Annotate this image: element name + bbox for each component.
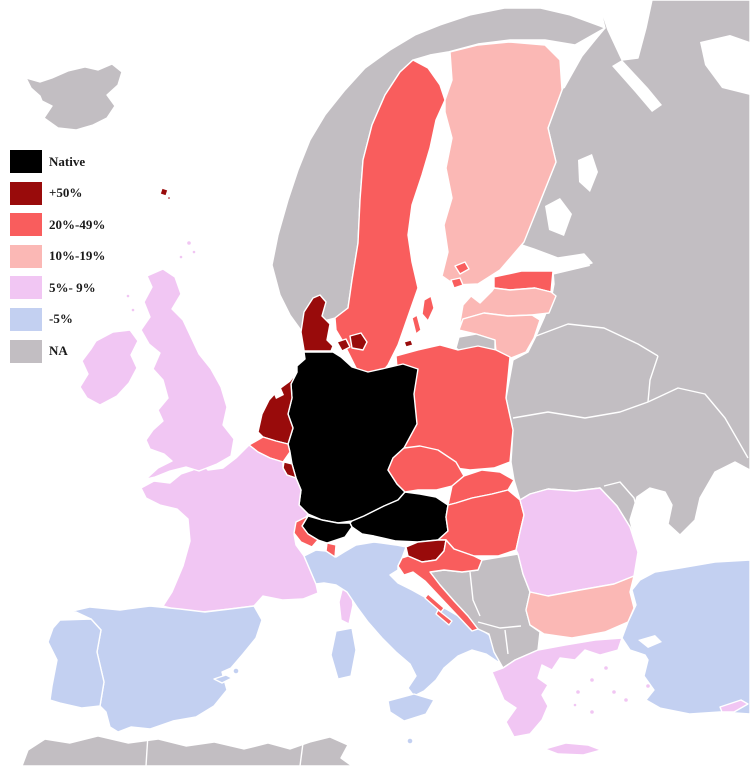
region-cyprus — [719, 699, 749, 713]
legend-item-20-49: 20%-49% — [10, 213, 106, 237]
border-africa-1 — [299, 742, 304, 766]
legend-label-minus5: -5% — [49, 311, 73, 327]
region-sicily — [387, 693, 435, 722]
legend-label-na: NA — [49, 343, 68, 359]
region-switzerland-ticino — [325, 542, 337, 558]
border-belarus-north — [535, 323, 659, 357]
legend-swatch-na — [10, 339, 42, 363]
legend-label-5-9: 5%- 9% — [49, 279, 96, 295]
region-united-kingdom — [140, 268, 235, 480]
region-estonian-islands — [450, 261, 470, 289]
legend-item-10-19: 10%-19% — [10, 244, 106, 268]
region-czechia — [387, 445, 465, 493]
legend: Native +50% 20%-49% 10%-19% 5%- 9% -5% N… — [10, 150, 105, 371]
legend-label-10-19: 10%-19% — [49, 248, 106, 264]
legend-label-native: Native — [49, 153, 86, 169]
border-ukraine-russia — [647, 387, 749, 459]
region-balearic-islands — [213, 667, 240, 684]
legend-label-plus50: +50% — [49, 185, 83, 201]
region-hebrides — [125, 293, 136, 313]
legend-swatch-20-49 — [10, 213, 42, 237]
border-bosnia-serbia — [469, 571, 481, 617]
region-shetland — [178, 239, 197, 260]
region-turkey — [621, 559, 750, 715]
legend-item-na: NA — [10, 339, 105, 363]
kandalaksha-gulf — [612, 60, 662, 112]
region-malta — [406, 737, 414, 745]
legend-swatch-plus50 — [10, 181, 42, 205]
border-moldova — [603, 481, 641, 549]
legend-label-20-49: 20%-49% — [49, 216, 106, 232]
region-croatian-islands — [424, 593, 453, 626]
border-albania-macedonia — [504, 629, 509, 655]
legend-item-5-9: 5%- 9% — [10, 276, 105, 300]
region-croatia — [397, 539, 483, 632]
legend-item-minus5: -5% — [10, 307, 105, 331]
region-portugal — [47, 618, 105, 709]
lake-onega — [578, 154, 598, 192]
region-iceland — [25, 63, 123, 131]
region-faroe-islands — [159, 187, 172, 201]
legend-swatch-5-9 — [10, 276, 42, 300]
legend-swatch-minus5 — [10, 307, 42, 331]
region-bornholm — [403, 339, 414, 348]
border-serbia-macedonia — [477, 621, 522, 629]
border-africa-2 — [145, 733, 149, 766]
border-belarus-east — [647, 355, 659, 403]
legend-item-native: Native — [10, 150, 105, 173]
region-ireland — [79, 329, 139, 406]
legend-swatch-10-19 — [10, 244, 42, 268]
sea-of-marmara — [638, 635, 662, 648]
lake-ladoga — [545, 198, 572, 236]
border-norway-russia — [563, 29, 604, 89]
legend-swatch-native — [10, 150, 42, 173]
region-switzerland-romandy — [293, 515, 319, 548]
region-crete — [544, 742, 602, 756]
region-denmark — [300, 294, 334, 352]
legend-item-plus50: +50% — [10, 181, 105, 205]
region-finland — [441, 41, 563, 286]
dvina-bay — [700, 35, 750, 95]
region-sardinia — [330, 627, 357, 680]
region-aegean-islands — [572, 664, 652, 716]
ijsselmeer — [273, 388, 284, 399]
region-greece — [491, 637, 623, 738]
region-north-africa — [21, 735, 353, 766]
region-oland — [411, 314, 422, 335]
border-belarus-ukraine — [512, 401, 649, 419]
region-gotland — [421, 295, 435, 322]
region-danish-islands — [336, 332, 368, 352]
region-germany — [287, 351, 419, 524]
